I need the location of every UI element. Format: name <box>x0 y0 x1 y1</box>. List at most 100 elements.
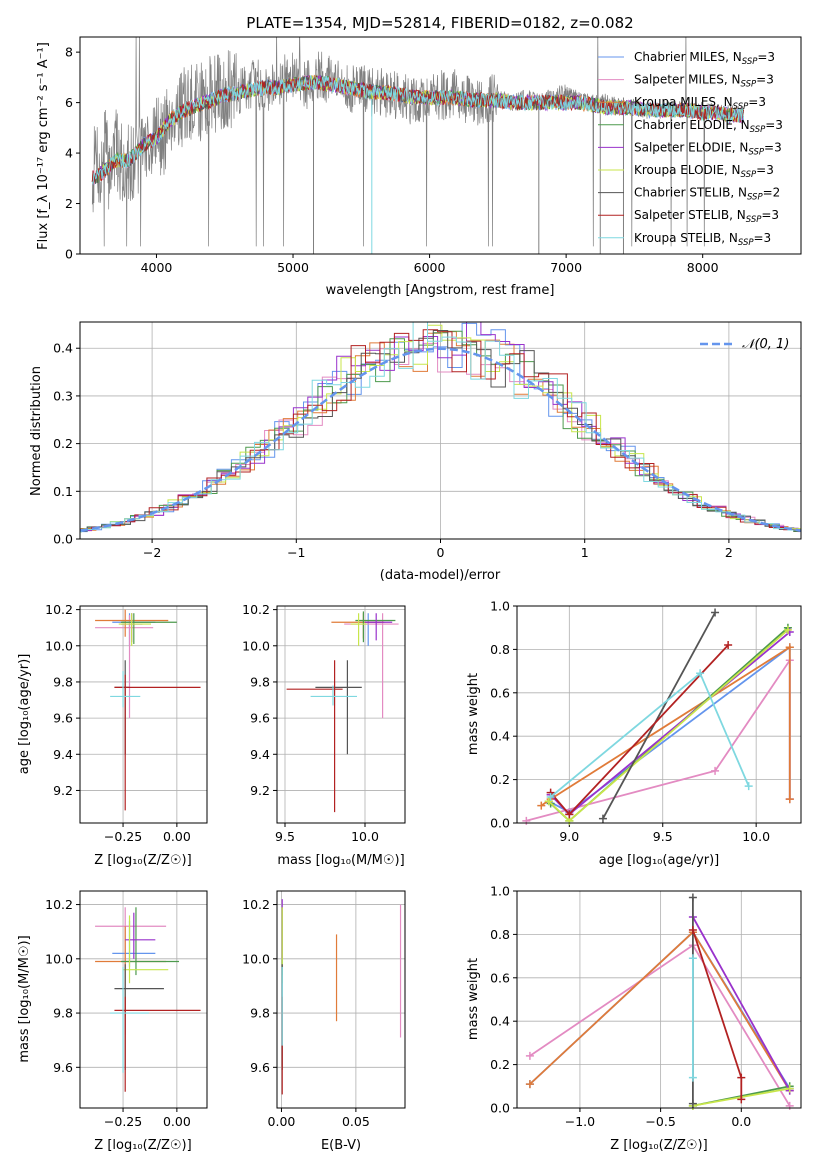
weight-marker <box>688 893 697 902</box>
legend-label: Chabrier ELODIE, NSSP=3 <box>634 118 783 135</box>
weight-marker <box>737 1073 746 1082</box>
y-tick-label: 10.0 <box>45 951 73 966</box>
weight-vs-Z-panel: −1.0 −0.5 0.0 0.0 0.2 0.4 0.6 0.8 1.0 Z [log₁₀(Z… <box>466 884 802 1153</box>
errorbar-point <box>114 674 201 811</box>
weight-series <box>525 928 794 1093</box>
x-tick-label: 0 <box>437 545 445 560</box>
weight-marker <box>688 1099 697 1108</box>
weight-series <box>598 608 720 823</box>
weight-marker <box>711 766 720 775</box>
weight-series <box>688 926 746 1104</box>
weight-line <box>548 645 791 814</box>
age-vs-mass-xlabel: mass [log₁₀(M/M☉)] <box>277 853 404 868</box>
weight-marker <box>785 795 794 804</box>
age-vs-Z-panel: −0.25 0.00 9.2 9.4 9.6 9.8 10.0 10.2 Z [log₁₀(Z… <box>17 602 208 868</box>
errorbar-point <box>358 613 381 646</box>
errorbar-point <box>344 613 399 719</box>
weight-marker <box>783 625 792 634</box>
y-tick-label: 1.0 <box>490 599 510 614</box>
y-tick-label: 0.0 <box>490 1101 510 1116</box>
gaussian-legend-label: 𝒩(0, 1) <box>742 337 789 352</box>
model-spectrum-line <box>91 75 745 185</box>
x-tick-label: 2 <box>725 545 733 560</box>
errorbar-point <box>310 685 357 706</box>
mass-vs-Z-ylabel: mass [log₁₀(M/M☉)] <box>17 935 32 1062</box>
legend-label: Chabrier STELIB, NSSP=2 <box>634 186 780 203</box>
spectrum-lines <box>91 37 745 254</box>
weight-vs-Z-ylabel: mass weight <box>466 958 481 1040</box>
errorbar-point <box>350 613 367 646</box>
y-tick-label: 1.0 <box>490 884 510 899</box>
residual-ylabel: Normed distribution <box>29 366 44 496</box>
errorbar-point <box>355 611 396 643</box>
residual-histogram <box>80 329 801 532</box>
legend-label: Salpeter STELIB, NSSP=3 <box>634 208 779 225</box>
mass-vs-ebv-panel: 0.00 0.05 9.6 9.8 10.0 10.2 E(B-V) <box>242 890 406 1153</box>
x-tick-label: 7000 <box>550 260 582 275</box>
weight-line <box>549 644 729 816</box>
errorbar-point <box>118 613 152 646</box>
age-vs-Z-plot-area: −0.25 0.00 9.2 9.4 9.6 9.8 10.0 10.2 <box>45 602 207 844</box>
age-vs-mass-panel: 9.5 10.0 9.2 9.4 9.6 9.8 10.0 10.2 mass [log₁₀(… <box>242 602 406 868</box>
weight-series <box>546 669 753 801</box>
age-vs-mass-plot-area: 9.5 10.0 9.2 9.4 9.6 9.8 10.0 10.2 <box>242 602 405 844</box>
y-tick-label: 4 <box>65 146 73 161</box>
weight-marker <box>711 608 720 617</box>
errorbar-point <box>125 912 156 959</box>
weight-marker <box>537 801 546 810</box>
x-tick-label: −0.25 <box>104 829 142 844</box>
weight-marker <box>785 643 794 652</box>
model-spectrum-line <box>91 75 745 184</box>
legend-label: Kroupa ELODIE, NSSP=3 <box>634 163 774 180</box>
x-tick-label: 0.0 <box>731 1114 751 1129</box>
y-tick-label: 10.0 <box>45 638 73 653</box>
weight-vs-Z-xlabel: Z [log₁₀(Z/Z☉)] <box>610 1138 707 1153</box>
y-tick-label: 8 <box>65 45 73 60</box>
y-tick-label: 0.4 <box>490 1014 510 1029</box>
x-tick-label: 0.05 <box>342 1114 370 1129</box>
y-tick-label: 0.2 <box>490 1057 510 1072</box>
age-vs-Z-xlabel: Z [log₁₀(Z/Z☉)] <box>94 853 191 868</box>
errorbar-point <box>114 996 201 1092</box>
errorbar-point <box>120 907 180 976</box>
x-tick-label: 4000 <box>141 260 173 275</box>
y-tick-label: 0.8 <box>490 927 510 942</box>
x-tick-label: 0.00 <box>163 829 191 844</box>
residual-legend: 𝒩(0, 1) <box>700 337 789 352</box>
x-tick-label: −1.0 <box>565 1114 595 1129</box>
x-tick-label: 9.0 <box>559 829 579 844</box>
x-tick-label: −0.5 <box>645 1114 675 1129</box>
x-tick-label: 0.00 <box>268 1114 296 1129</box>
y-tick-label: 0.2 <box>53 436 73 451</box>
x-tick-label: −0.25 <box>104 1114 142 1129</box>
legend-label: Chabrier MILES, NSSP=3 <box>634 50 775 67</box>
x-tick-label: −2 <box>143 545 161 560</box>
weight-marker <box>785 1101 794 1110</box>
y-tick-label: 10.0 <box>242 951 270 966</box>
x-tick-label: 9.5 <box>275 829 295 844</box>
weight-line <box>692 916 791 1092</box>
y-tick-label: 9.8 <box>53 1006 73 1021</box>
y-tick-label: 10.2 <box>242 897 270 912</box>
y-tick-label: 0.6 <box>490 970 510 985</box>
y-tick-label: 9.6 <box>53 1060 73 1075</box>
mass-vs-Z-xlabel: Z [log₁₀(Z/Z☉)] <box>94 1138 191 1153</box>
spectrum-ylabel: Flux [f_λ 10⁻¹⁷ erg cm⁻² s⁻¹ A⁻¹] <box>36 42 51 250</box>
weight-line <box>540 645 791 807</box>
errorbar-point <box>95 907 167 1035</box>
errorbar-point <box>114 964 164 1071</box>
y-tick-label: 9.8 <box>53 674 73 689</box>
residual-panel: −2 −1 0 1 2 0.0 0.1 0.2 0.3 0.4 𝒩(0, 1) (data-mod… <box>29 321 802 583</box>
y-tick-label: 6 <box>65 95 73 110</box>
weight-series <box>688 954 697 1082</box>
weight-vs-age-panel: 9.0 9.5 10.0 0.0 0.2 0.4 0.6 0.8 1.0 age [log₁₀(… <box>466 599 802 868</box>
spectrum-plot-area: 4000 5000 6000 7000 8000 0 2 4 6 8 <box>65 37 745 275</box>
weight-marker <box>696 669 705 678</box>
weight-line <box>602 612 716 820</box>
gaussian-curve <box>80 347 801 532</box>
y-tick-label: 9.4 <box>53 747 73 762</box>
y-tick-label: 0.4 <box>490 729 510 744</box>
weight-marker <box>598 814 607 823</box>
weight-marker <box>565 810 574 819</box>
weight-marker <box>546 792 555 801</box>
